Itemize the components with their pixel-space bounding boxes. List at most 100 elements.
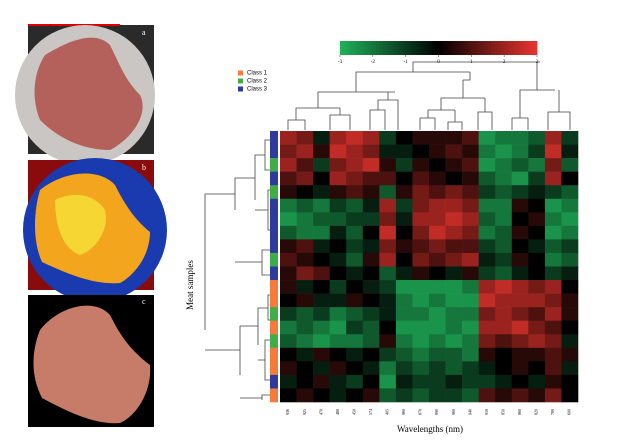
heat-cell bbox=[429, 225, 446, 240]
colorbar-step bbox=[527, 41, 531, 55]
heat-cell bbox=[313, 388, 330, 403]
heat-cell bbox=[412, 144, 430, 159]
legend-swatch bbox=[238, 86, 243, 92]
heat-cell bbox=[313, 280, 330, 294]
heat-cell bbox=[395, 225, 413, 240]
heat-cell bbox=[346, 144, 364, 159]
heat-cell bbox=[445, 361, 463, 376]
colorbar-step bbox=[435, 41, 439, 55]
heat-cell bbox=[511, 388, 529, 403]
heat-cell bbox=[296, 307, 314, 321]
heat-cell bbox=[544, 361, 562, 376]
heat-cell bbox=[379, 280, 397, 294]
heat-cell bbox=[528, 144, 546, 159]
heat-cell bbox=[313, 307, 330, 321]
heat-cell bbox=[495, 212, 513, 227]
heat-cell bbox=[462, 293, 479, 308]
heat-cell bbox=[429, 158, 446, 172]
row-class bbox=[270, 171, 278, 186]
heat-cell bbox=[280, 388, 297, 403]
heat-cell bbox=[544, 158, 562, 172]
heat-cell bbox=[379, 131, 397, 145]
heat-cell bbox=[445, 347, 463, 362]
heat-cell bbox=[445, 320, 463, 335]
heat-cell bbox=[412, 293, 430, 308]
heat-cell bbox=[511, 361, 529, 376]
heat-cell bbox=[478, 185, 496, 200]
heat-cell bbox=[561, 388, 579, 403]
heat-cell bbox=[379, 307, 397, 321]
heat-cell bbox=[528, 171, 546, 186]
heat-cell bbox=[445, 280, 463, 294]
x-tick-label: 860 bbox=[517, 409, 522, 415]
heat-cell bbox=[561, 131, 579, 145]
heat-cell bbox=[478, 239, 496, 254]
row-class bbox=[270, 280, 278, 294]
heat-cell bbox=[462, 388, 479, 403]
heat-cell bbox=[561, 347, 579, 362]
colorbar-step bbox=[441, 41, 446, 55]
heat-cell bbox=[313, 144, 330, 159]
heat-cell bbox=[528, 361, 546, 376]
heat-cell bbox=[379, 334, 397, 349]
heat-cell bbox=[362, 144, 380, 159]
heat-cell bbox=[329, 280, 347, 294]
legend-label: Class 3 bbox=[247, 87, 268, 93]
heat-cell bbox=[462, 280, 479, 294]
panel-label: a bbox=[142, 28, 146, 37]
heat-cell bbox=[329, 131, 347, 145]
heat-cell bbox=[395, 361, 413, 376]
colorbar-step bbox=[497, 41, 502, 55]
row-class bbox=[270, 388, 278, 403]
heat-cell bbox=[561, 307, 579, 321]
heat-cell bbox=[329, 374, 347, 389]
heat-cell bbox=[280, 374, 297, 389]
heat-cell bbox=[495, 158, 513, 172]
heat-cell bbox=[429, 171, 446, 186]
heat-cell bbox=[429, 239, 446, 254]
colorbar-step bbox=[389, 41, 393, 55]
x-tick-label: 925 bbox=[302, 409, 307, 415]
colorbar-step bbox=[464, 41, 469, 55]
heat-cell bbox=[395, 374, 413, 389]
heat-cell bbox=[362, 307, 380, 321]
heat-cell bbox=[445, 158, 463, 172]
row-class bbox=[270, 158, 278, 172]
x-tick-label: 910 bbox=[484, 409, 489, 415]
heat-cell bbox=[478, 171, 496, 186]
heat-cell bbox=[329, 252, 347, 267]
row-class bbox=[270, 239, 278, 254]
heat-cell bbox=[313, 198, 330, 213]
heat-cell bbox=[346, 131, 364, 145]
heat-cell bbox=[379, 158, 397, 172]
photo-b bbox=[23, 158, 167, 302]
row-class bbox=[270, 361, 278, 376]
heat-cell bbox=[313, 212, 330, 227]
heat-cell bbox=[429, 293, 446, 308]
heat-cell bbox=[346, 252, 364, 267]
photo-a bbox=[15, 24, 155, 165]
colorbar-tick-label: 1 bbox=[470, 60, 473, 65]
heat-cell bbox=[395, 307, 413, 321]
colorbar-step bbox=[343, 41, 347, 55]
column-dendrogram bbox=[287, 61, 571, 130]
heat-cell bbox=[511, 320, 529, 335]
heat-cell bbox=[412, 334, 430, 349]
heat-cell bbox=[478, 131, 496, 145]
heat-cell bbox=[528, 239, 546, 254]
colorbar-step bbox=[422, 41, 426, 55]
heat-cell bbox=[329, 225, 347, 240]
heat-cell bbox=[346, 225, 364, 240]
heat-cell bbox=[362, 374, 380, 389]
heat-cell bbox=[544, 388, 562, 403]
colorbar-step bbox=[481, 41, 485, 55]
heat-cell bbox=[544, 266, 562, 281]
heat-cell bbox=[379, 293, 397, 308]
heat-cell bbox=[296, 334, 314, 349]
panel-label: b bbox=[142, 163, 146, 172]
heat-cell bbox=[561, 171, 579, 186]
heat-cell bbox=[313, 320, 330, 335]
heat-cell bbox=[462, 252, 479, 267]
heat-cell bbox=[296, 225, 314, 240]
